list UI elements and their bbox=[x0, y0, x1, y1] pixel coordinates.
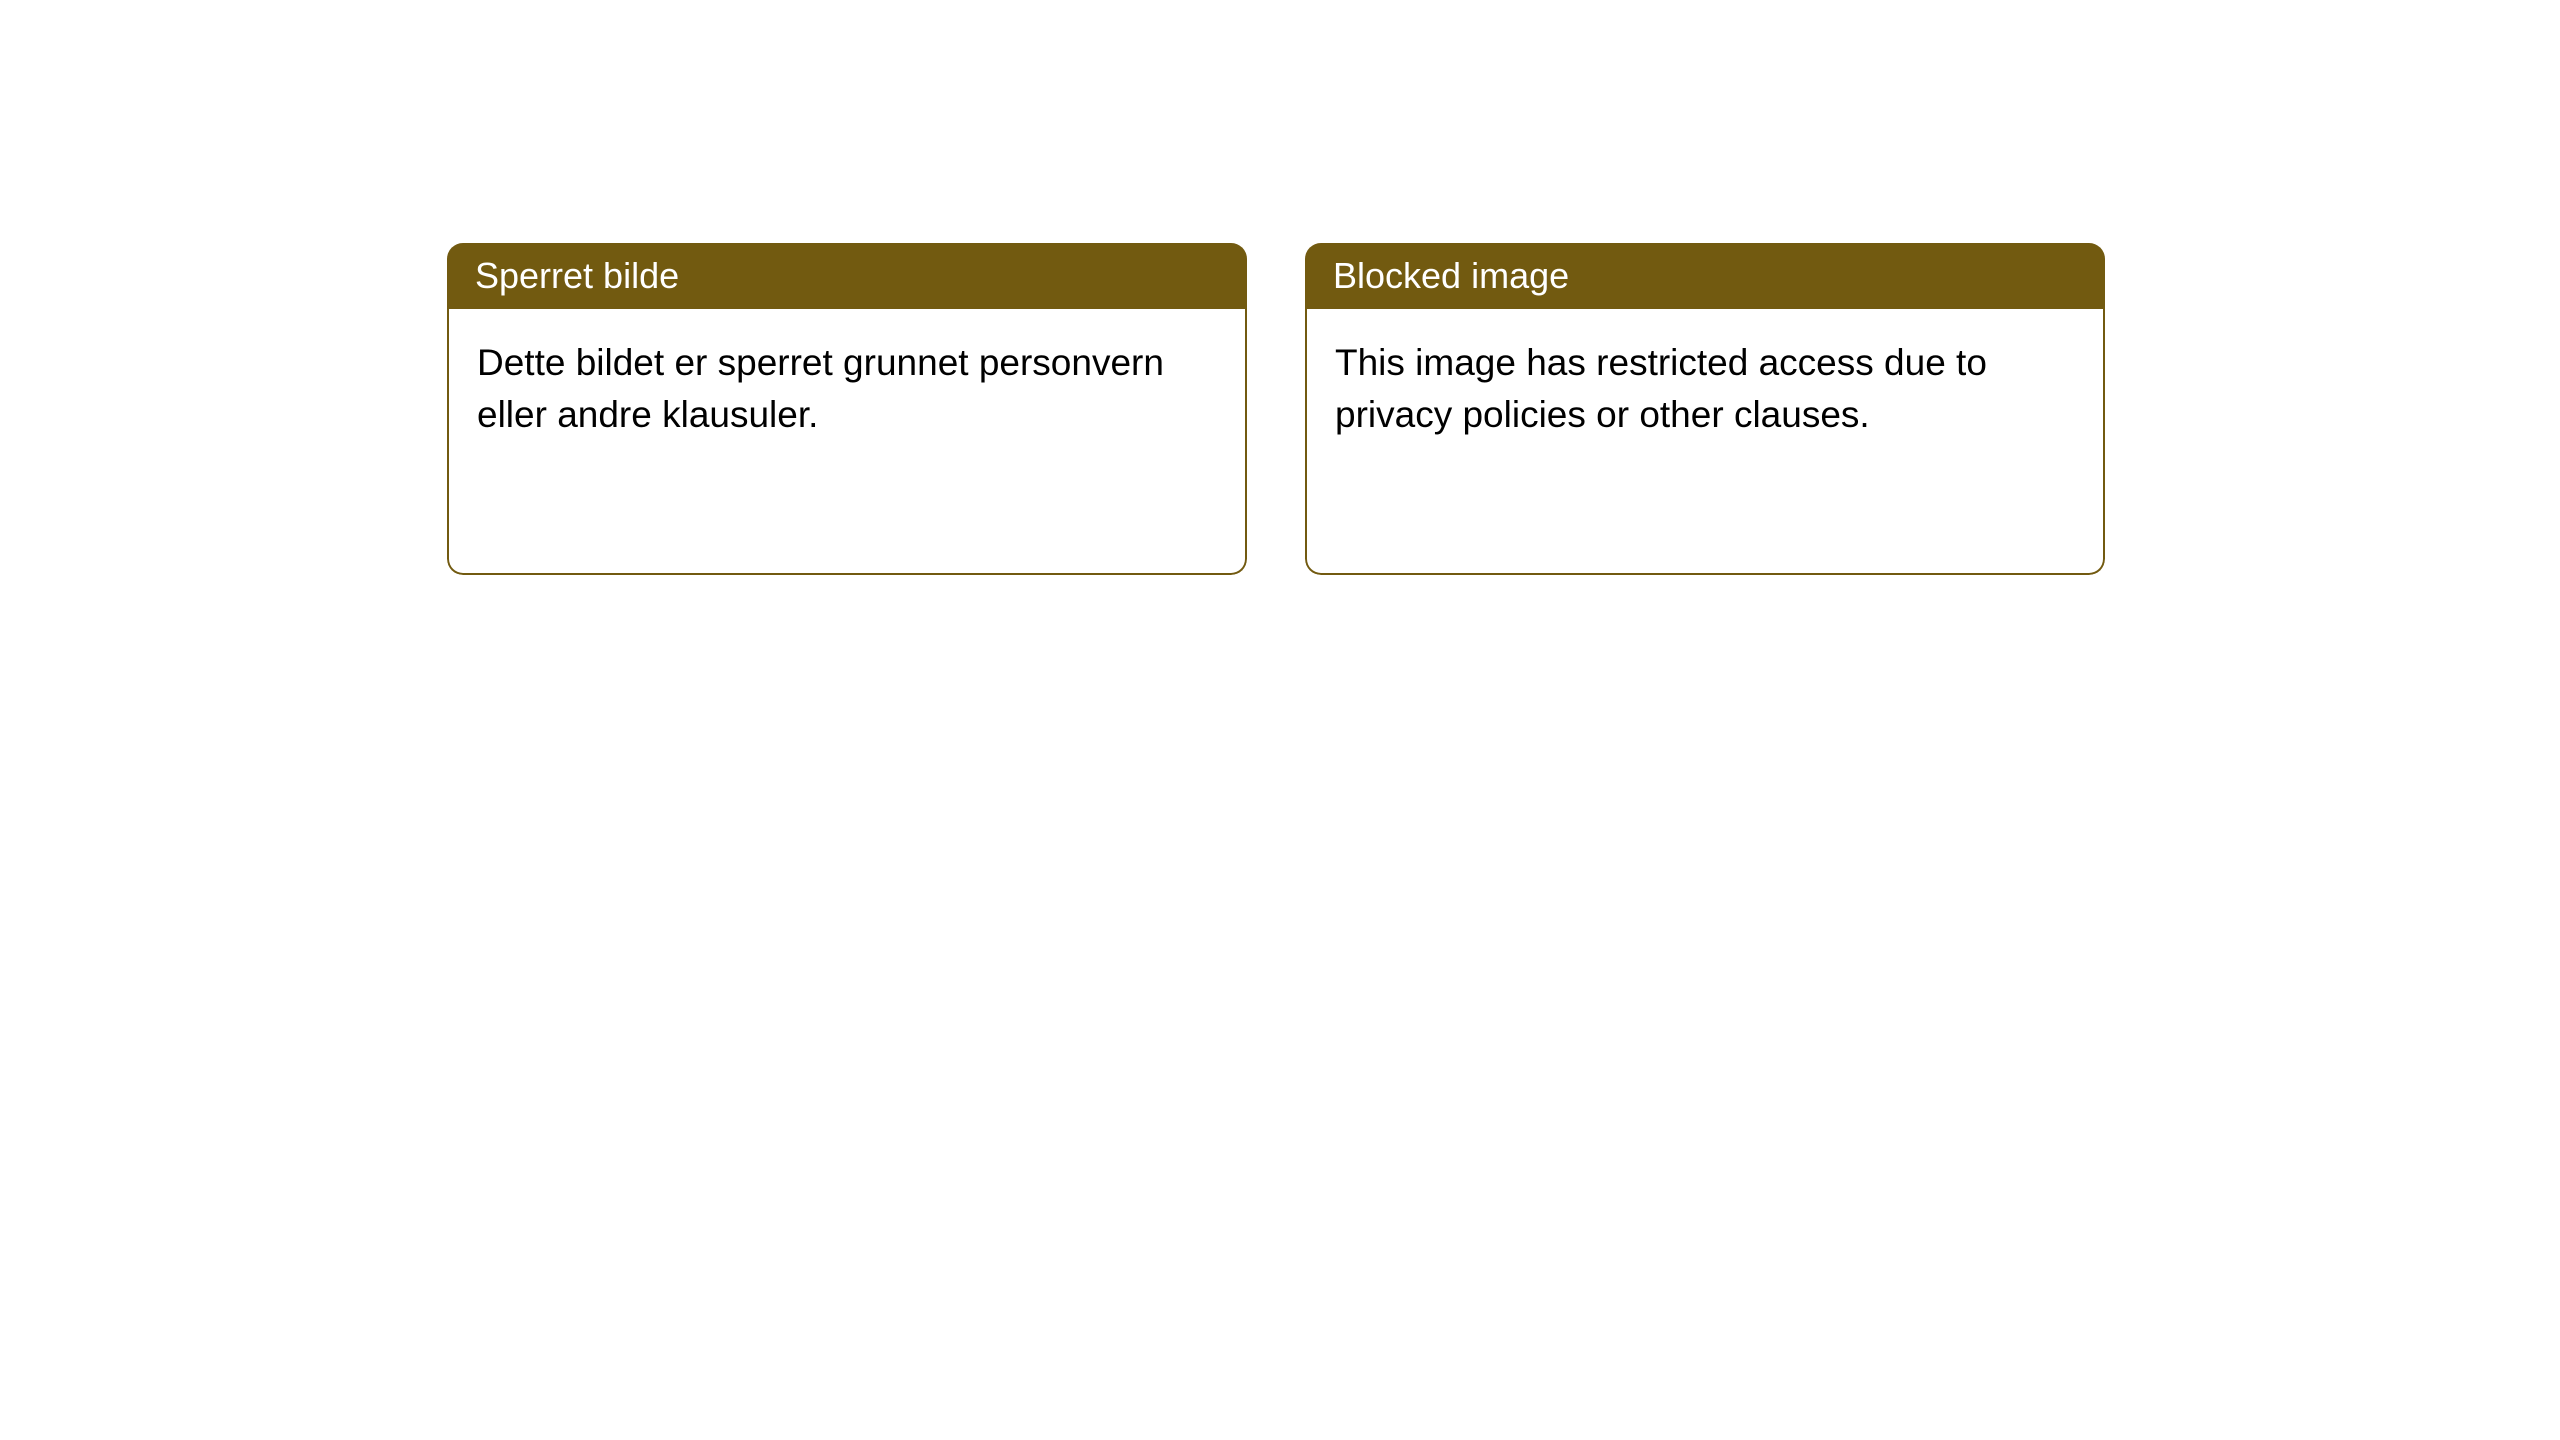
card-title: Sperret bilde bbox=[475, 255, 679, 296]
card-message: Dette bildet er sperret grunnet personve… bbox=[477, 342, 1164, 435]
notice-container: Sperret bilde Dette bildet er sperret gr… bbox=[447, 243, 2105, 575]
card-title: Blocked image bbox=[1333, 255, 1569, 296]
notice-card-norwegian: Sperret bilde Dette bildet er sperret gr… bbox=[447, 243, 1247, 575]
card-body: Dette bildet er sperret grunnet personve… bbox=[447, 309, 1247, 575]
card-message: This image has restricted access due to … bbox=[1335, 342, 1987, 435]
card-body: This image has restricted access due to … bbox=[1305, 309, 2105, 575]
card-header: Blocked image bbox=[1305, 243, 2105, 309]
card-header: Sperret bilde bbox=[447, 243, 1247, 309]
notice-card-english: Blocked image This image has restricted … bbox=[1305, 243, 2105, 575]
